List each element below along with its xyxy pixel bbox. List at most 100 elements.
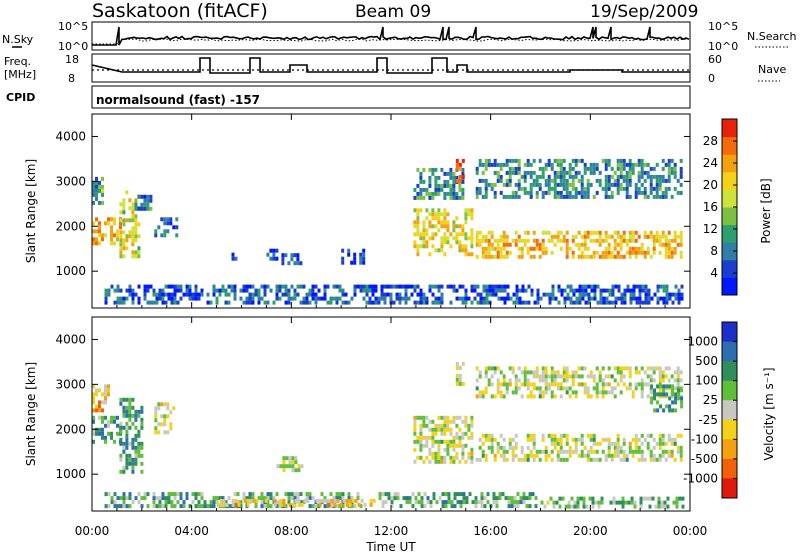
velocity-cell [272,496,276,501]
power-cell [233,284,237,289]
power-cell [455,162,459,167]
velocity-cell [565,370,569,375]
power-cell [646,250,650,255]
power-cell [638,292,642,297]
power-cell [610,234,614,239]
velocity-cell [276,464,280,469]
velocity-cell [661,453,665,458]
power-cell [490,254,494,259]
power-cell [452,288,456,293]
power-cell [542,292,546,297]
velocity-cell [592,437,596,442]
power-cell [679,190,683,195]
power-cell [556,238,560,243]
power-cell [131,210,135,215]
velocity-cell [119,504,123,509]
velocity-cell [597,500,601,505]
velocity-cell [428,459,432,464]
velocity-cell [305,496,309,501]
velocity-cell [163,418,167,423]
velocity-cell [173,492,177,497]
power-cell [649,166,653,171]
velocity-cell [413,447,417,452]
velocity-cell [486,500,490,505]
velocity-cell [652,437,656,442]
velocity-cell [634,370,638,375]
velocity-cell [643,370,647,375]
power-cell [538,166,542,171]
velocity-cell [396,496,400,501]
power-cell [326,300,330,305]
power-cell [419,292,423,297]
velocity-cell [125,457,129,462]
velocity-cell [254,504,258,509]
velocity-cell [104,435,107,440]
power-cell [520,246,524,251]
power-cell [484,234,488,239]
power-cell [598,254,602,259]
velocity-cell [475,386,479,391]
power-cell [131,292,135,297]
power-cell [530,292,534,297]
power-cell [586,234,590,239]
velocity-cell [116,415,119,420]
velocity-cell [435,500,439,505]
velocity-cell [131,397,135,402]
power-cell [350,296,354,301]
velocity-cell [461,455,465,460]
velocity-cell [237,502,241,507]
power-cell [568,170,572,175]
velocity-cell [119,496,123,501]
power-cell [419,288,423,293]
velocity-cell [140,405,144,410]
velocity-cell [119,401,123,406]
velocity-cell [419,427,423,432]
power-cell [655,190,659,195]
velocity-cell [443,415,447,420]
power-cell [634,238,638,243]
velocity-cell [490,437,494,442]
velocity-cell [122,405,126,410]
power-cell [547,186,551,191]
power-cell [559,158,563,163]
power-cell [140,206,144,211]
power-cell [619,182,623,187]
power-cell [598,182,602,187]
velocity-cell [589,445,593,450]
velocity-cell [131,457,135,462]
power-cell [661,234,665,239]
power-cell [662,288,666,293]
power-cell [505,158,509,163]
velocity-cell [157,402,161,407]
power-cell [227,292,231,297]
freq-label-2: [MHz] [4,68,36,81]
velocity-cell [342,498,346,503]
velocity-cell [422,423,426,428]
velocity-cell [431,419,435,424]
velocity-cell [164,496,168,501]
power-cell [541,246,545,251]
power-cell [209,300,213,305]
power-cell [131,296,135,301]
power-cell [526,246,530,251]
velocity-cell [604,457,608,462]
velocity-cell [158,496,162,501]
velocity-cell [152,504,156,509]
velocity-cell [279,464,283,469]
velocity-cell [125,421,129,426]
velocity-cell [662,392,666,397]
velocity-cell [643,382,647,387]
velocity-cell [431,431,435,436]
velocity-cell [458,427,462,432]
power-cell [673,166,677,171]
power-cell [224,300,228,305]
power-cell [416,191,420,196]
velocity-cell [674,392,678,397]
power-cell [440,284,444,289]
velocity-cell [595,441,599,446]
velocity-cell [637,437,641,442]
power-cell [664,242,668,247]
velocity-cell [538,394,542,399]
power-cell [613,242,617,247]
power-cell [470,212,474,217]
